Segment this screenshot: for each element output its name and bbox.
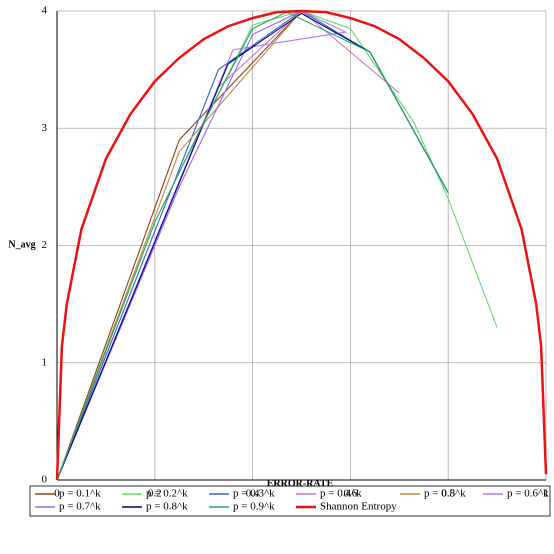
legend-label: p = 0.1^k	[59, 488, 101, 500]
legend-label: p = 0.7^k	[59, 501, 101, 513]
legend-label: Shannon Entropy	[320, 501, 397, 513]
legend-label: p = 0.2^k	[146, 488, 188, 500]
legend-label: p = 0.8^k	[146, 501, 188, 513]
y-tick-label: 0	[42, 474, 48, 486]
y-axis-label: N_avg	[8, 239, 35, 250]
legend-box	[29, 485, 551, 517]
y-tick-label: 4	[42, 5, 48, 17]
series-line	[56, 10, 302, 481]
x-tick-label: 0	[54, 488, 60, 500]
legend-label: p = 0.4^k	[320, 488, 362, 500]
x-tick-label: 0.2	[148, 488, 162, 500]
series-line	[56, 10, 302, 481]
legend-label: p = 0.3^k	[233, 488, 275, 500]
x-tick-label: 0.6	[344, 488, 358, 500]
series-line	[55, 9, 548, 481]
series-line	[56, 11, 449, 481]
x-axis-label: ERROR-RATE	[267, 478, 334, 489]
legend-label: p = 0.5^k	[424, 488, 466, 500]
y-tick-label: 2	[42, 239, 48, 251]
x-tick-label: 0.8	[441, 488, 455, 500]
y-tick-label: 3	[42, 122, 48, 134]
series-line	[56, 10, 302, 481]
y-tick-label: 1	[42, 356, 48, 368]
x-tick-label: 0.4	[246, 488, 260, 500]
legend-label: p = 0.9^k	[233, 501, 275, 513]
x-tick-label: 1	[543, 488, 549, 500]
legend-label: p = 0.6^k	[507, 488, 549, 500]
